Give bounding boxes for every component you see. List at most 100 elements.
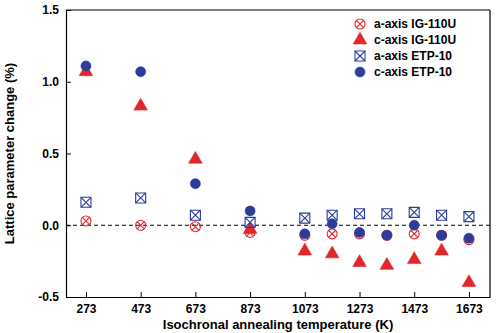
y-tick-label: 1.5: [42, 3, 59, 17]
x-tick-mark: [195, 292, 196, 297]
marker-shape: [325, 246, 339, 258]
legend-entry: a-axis IG-110U: [355, 17, 456, 31]
y-tick: 1.0: [42, 75, 71, 89]
point: [300, 229, 310, 239]
marker-shape: [300, 229, 310, 239]
y-tick-label: 0.5: [42, 147, 59, 161]
point: [298, 243, 312, 255]
legend-entry: c-axis IG-110U: [353, 32, 456, 47]
marker-shape: [407, 252, 421, 264]
legend-label: c-axis ETP-10: [374, 65, 452, 79]
y-tick-mark: [66, 297, 71, 298]
x-tick-label: 1073: [292, 302, 319, 316]
marker-shape: [382, 230, 392, 240]
marker-cross: [356, 20, 363, 27]
series: [81, 61, 474, 243]
marker-shape: [462, 275, 476, 287]
marker-shape: [353, 32, 367, 44]
point: [136, 220, 146, 230]
marker-shape: [189, 151, 203, 163]
legend-label: c-axis IG-110U: [374, 33, 456, 47]
legend-entry: a-axis ETP-10: [355, 49, 452, 63]
point: [81, 61, 91, 71]
marker-shape: [327, 219, 337, 229]
x-tick: 1073: [292, 292, 319, 316]
x-tick-label: 473: [131, 302, 151, 316]
legend: a-axis IG-110U c-axis IG-110U a-axis ETP-1…: [353, 17, 456, 79]
point: [382, 230, 392, 240]
marker-shape: [136, 193, 146, 203]
marker-shape: [409, 220, 419, 230]
frame-top: [66, 9, 490, 10]
marker-shape: [81, 216, 91, 226]
point: [382, 230, 392, 240]
point: [134, 98, 148, 110]
point: [437, 230, 447, 240]
x-tick: 473: [131, 292, 151, 316]
point: [409, 220, 419, 230]
marker-shape: [437, 230, 447, 240]
x-tick-label: 673: [186, 302, 206, 316]
marker-cross: [355, 51, 365, 61]
marker-shape: [136, 220, 146, 230]
point: [353, 255, 367, 267]
marker-shape: [409, 207, 419, 217]
point: [245, 217, 255, 227]
marker-shape: [190, 179, 200, 189]
marker-shape: [464, 212, 474, 222]
point: [380, 258, 394, 270]
x-tick-mark: [414, 292, 415, 297]
point: [136, 67, 146, 77]
marker-cross: [464, 212, 474, 222]
legend-marker: [353, 32, 367, 44]
y-tick-mark: [66, 10, 71, 11]
x-axis: 273 473 673 873 1073 1273 1473 1673: [67, 292, 491, 316]
point: [437, 230, 447, 240]
y-tick: -0.5: [38, 290, 71, 304]
y-axis: -0.50.00.51.01.5: [38, 3, 71, 304]
x-tick: 273: [76, 292, 96, 316]
marker-shape: [355, 51, 365, 61]
point: [300, 213, 310, 223]
y-axis-title: Lattice parameter change (%): [2, 63, 17, 244]
point: [462, 275, 476, 287]
point: [189, 151, 203, 163]
series: [81, 216, 474, 245]
x-tick-label: 273: [76, 302, 96, 316]
point: [190, 179, 200, 189]
point: [245, 206, 255, 216]
axis-line: [67, 297, 491, 298]
marker-shape: [380, 258, 394, 270]
point: [464, 212, 474, 222]
marker-shape: [245, 206, 255, 216]
marker-shape: [300, 213, 310, 223]
marker-cross: [81, 197, 91, 207]
point: [409, 207, 419, 217]
point: [327, 229, 337, 239]
y-tick-label: -0.5: [38, 290, 59, 304]
x-tick-mark: [360, 292, 361, 297]
x-tick-mark: [141, 292, 142, 297]
x-tick-mark: [469, 292, 470, 297]
y-tick: 1.5: [42, 3, 71, 17]
marker-shape: [353, 255, 367, 267]
marker-shape: [190, 222, 200, 232]
marker-shape: [245, 217, 255, 227]
frame-right: [489, 10, 490, 297]
marker-shape: [190, 210, 200, 220]
x-tick: 1273: [347, 292, 374, 316]
x-tick: 1473: [401, 292, 428, 316]
marker-shape: [437, 230, 447, 240]
legend-marker: [355, 19, 365, 29]
point: [435, 243, 449, 255]
marker-cross: [355, 209, 365, 219]
x-tick: 1673: [456, 292, 483, 316]
marker-shape: [298, 243, 312, 255]
point: [464, 233, 474, 243]
x-tick-label: 873: [241, 302, 261, 316]
marker-cross: [136, 193, 146, 203]
marker-cross: [82, 217, 89, 224]
marker-shape: [435, 243, 449, 255]
y-tick-label: 1.0: [42, 75, 59, 89]
y-tick-mark: [66, 82, 71, 83]
